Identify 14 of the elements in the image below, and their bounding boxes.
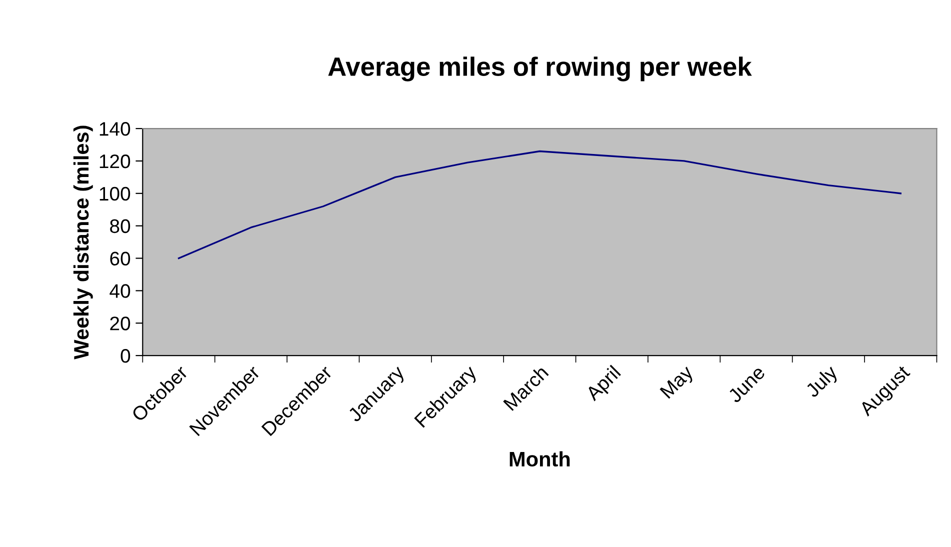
x-axis-title: Month — [510, 451, 570, 467]
x-tick-label: July — [804, 364, 842, 401]
y-tick-label: 60 — [110, 252, 130, 266]
y-tick-label: 20 — [110, 316, 130, 330]
y-tick-label: 80 — [110, 219, 130, 234]
y-tick-label: 40 — [110, 284, 130, 298]
y-axis-title: Weekly distance (miles) — [73, 126, 93, 360]
x-tick-label: May — [660, 364, 697, 402]
chart-title: Average miles of rowing per week — [328, 56, 752, 82]
y-tick-label: 0 — [120, 349, 130, 363]
line-series — [178, 150, 902, 260]
y-tick-label: 120 — [100, 154, 130, 168]
y-tick-label: 100 — [100, 186, 130, 201]
y-tick-label: 140 — [100, 122, 130, 136]
